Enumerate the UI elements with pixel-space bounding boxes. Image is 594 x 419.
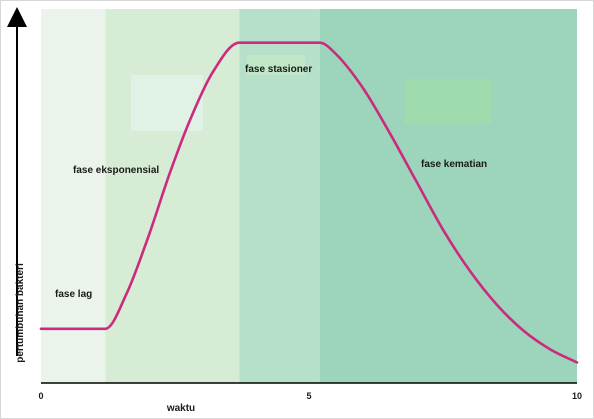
phase-label-0: fase lag (55, 289, 92, 300)
phase-label-1: fase eksponensial (73, 165, 159, 176)
growth-curve (39, 41, 579, 364)
x-tick-label-1: 5 (306, 391, 311, 401)
x-axis-label: waktu (166, 403, 195, 414)
phase-band-0 (41, 9, 106, 383)
phase-label-2: fase stasioner (245, 64, 312, 75)
phase-band-1 (105, 9, 240, 383)
x-tick-label-2: 10 (572, 391, 582, 401)
decor-box-2 (247, 55, 305, 75)
phase-band-3 (319, 9, 577, 383)
y-axis-label: pertumbuhan bakteri (15, 263, 26, 363)
phase-label-3: fase kematian (421, 159, 487, 170)
x-tick-label-0: 0 (38, 391, 43, 401)
decor-box-1 (405, 79, 491, 123)
decor-box-0 (131, 75, 203, 131)
